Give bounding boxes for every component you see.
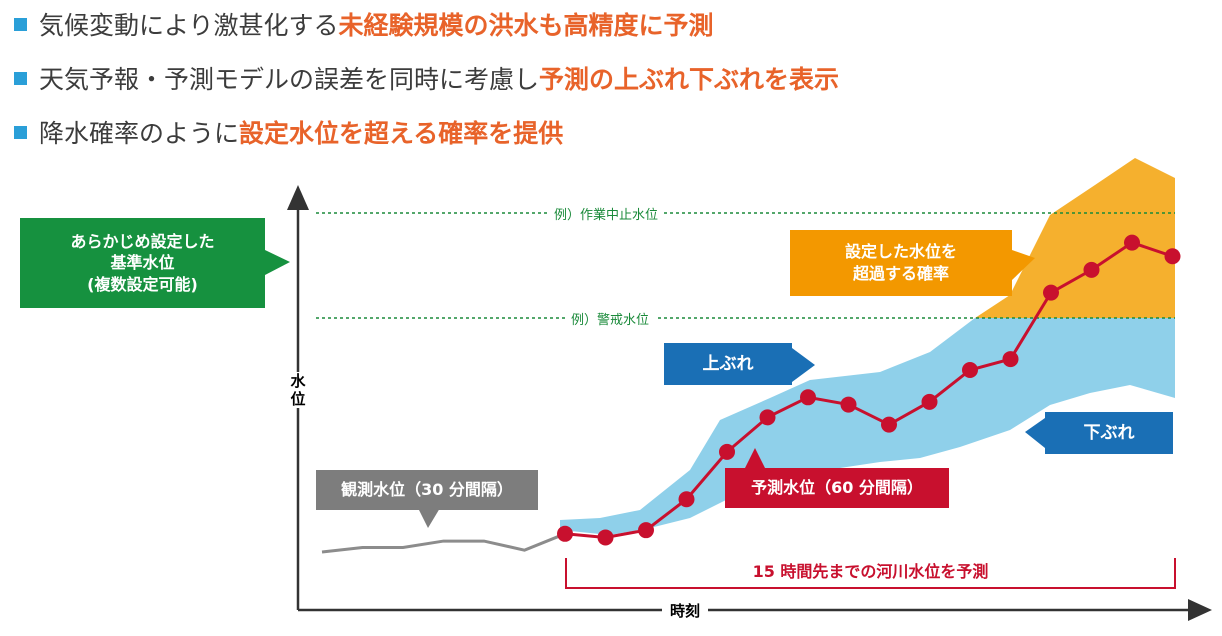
forecast-point <box>1002 351 1019 368</box>
observed-tail <box>418 508 440 528</box>
forecast-point <box>921 393 938 410</box>
forecast-point <box>638 522 654 539</box>
forecast-point <box>962 362 978 378</box>
exceed-prob-line-1: 設定した水位を <box>844 242 957 262</box>
lower-tail <box>1025 418 1045 448</box>
upper-callout: 上ぶれ <box>664 343 792 385</box>
bullet-1: 気候変動により激甚化する 未経験規模の洪水も高精度に予測 <box>14 6 714 42</box>
lower-callout: 下ぶれ <box>1045 412 1173 454</box>
forecast-point <box>597 529 614 546</box>
horizon-label: 15 時間先までの河川水位を予測 <box>752 562 989 581</box>
forecast-point <box>678 491 695 508</box>
forecast-line <box>564 240 1173 539</box>
reference-level-callout: あらかじめ設定した 基準水位 (複数設定可能) <box>20 218 265 308</box>
y-axis-label: 水位 <box>288 372 308 408</box>
forecast-point <box>1083 261 1100 278</box>
forecast-tail <box>745 448 765 468</box>
forecast-point <box>1043 284 1059 301</box>
x-axis-arrow-icon <box>1188 599 1212 621</box>
observed-callout: 観測水位（30 分間隔） <box>316 470 538 510</box>
exceed-prob-tail <box>1012 250 1035 280</box>
bullet-plain: 天気予報・予測モデルの誤差を同時に考慮し <box>39 65 540 94</box>
forecast-point <box>1164 248 1181 265</box>
x-axis-label: 時刻 <box>662 600 709 621</box>
forecast-point <box>881 416 897 433</box>
exceed-prob-callout: 設定した水位を 超過する確率 <box>790 230 1012 296</box>
square-bullet-icon <box>14 125 27 139</box>
forecast-point <box>840 396 857 413</box>
forecast-point <box>800 389 816 406</box>
forecast-point <box>719 443 735 460</box>
bullet-plain: 降水確率のように <box>39 119 240 148</box>
warning-label: 例）警戒水位 <box>565 309 656 328</box>
work-stop-label: 例）作業中止水位 <box>548 204 665 223</box>
forecast-point <box>1124 234 1140 251</box>
y-axis-arrow-icon <box>287 185 309 210</box>
forecast-callout: 予測水位（60 分間隔） <box>725 468 949 508</box>
reference-level-tail <box>265 250 290 275</box>
forecast-point <box>557 525 573 542</box>
exceedance-band <box>975 158 1175 318</box>
bullet-plain: 気候変動により激甚化する <box>39 11 339 40</box>
reference-level-line-3: (複数設定可能) <box>87 274 198 294</box>
reference-level-line-1: あらかじめ設定した <box>70 231 215 251</box>
horizon-bracket <box>565 558 1176 589</box>
exceed-prob-line-2: 超過する確率 <box>852 264 949 283</box>
bullet-2: 天気予報・予測モデルの誤差を同時に考慮し 予測の上ぶれ下ぶれを表示 <box>14 60 839 96</box>
bullet-3: 降水確率のように 設定水位を超える確率を提供 <box>14 114 563 150</box>
square-bullet-icon <box>14 17 27 31</box>
observed-line <box>321 532 566 554</box>
reference-level-line-2: 基準水位 <box>110 253 175 273</box>
uncertainty-band <box>560 318 1175 535</box>
bullet-highlight: 予測の上ぶれ下ぶれを表示 <box>539 65 840 94</box>
bullet-highlight: 未経験規模の洪水も高精度に予測 <box>338 11 714 40</box>
upper-tail <box>792 348 815 382</box>
forecast-point <box>759 409 776 426</box>
square-bullet-icon <box>14 71 27 85</box>
bullet-highlight: 設定水位を超える確率を提供 <box>239 119 564 148</box>
